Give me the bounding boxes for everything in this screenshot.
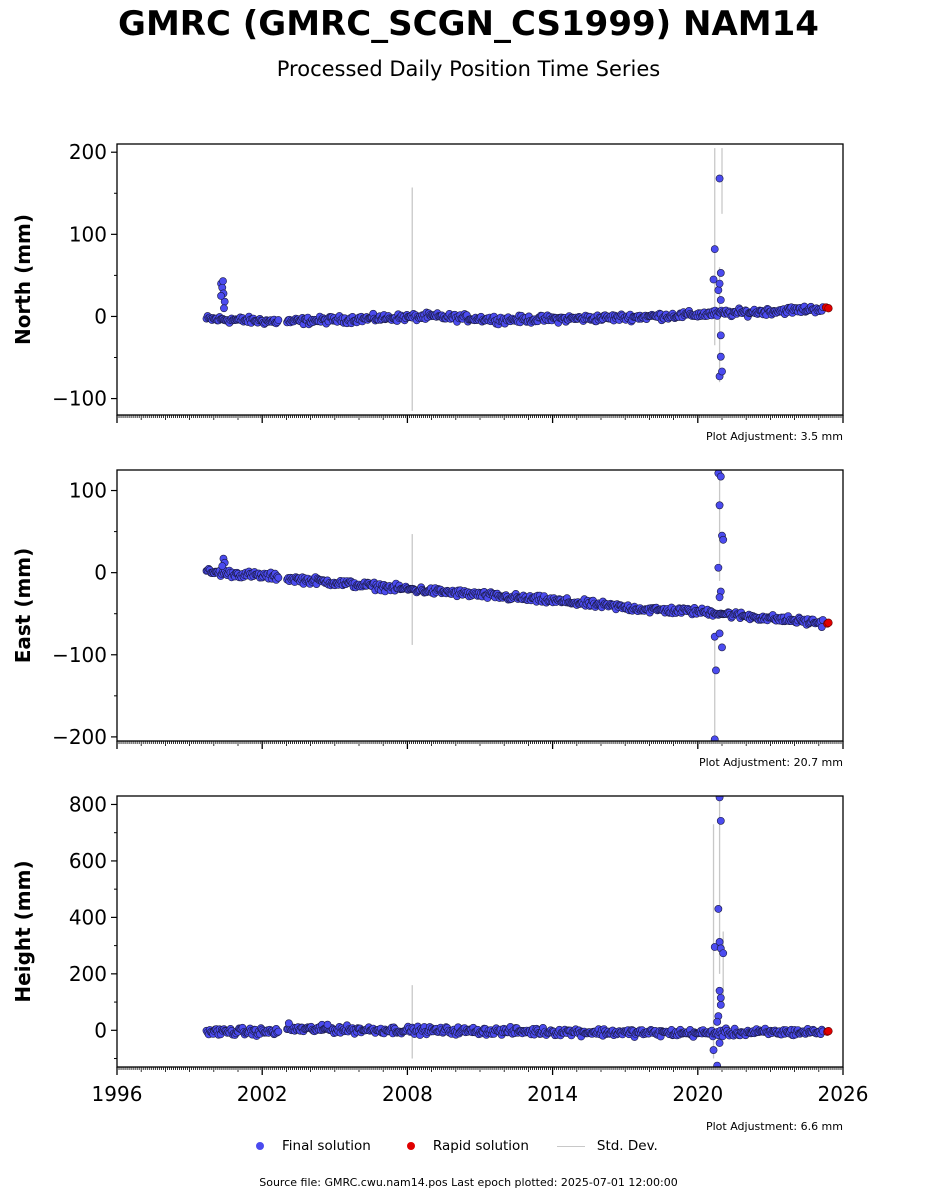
- final-point: [715, 1039, 724, 1047]
- source-footer: Source file: GMRC.cwu.nam14.pos Last epo…: [259, 1176, 678, 1189]
- final-point: [714, 563, 723, 572]
- final-point: [716, 269, 725, 277]
- panel-1: −200 −100 0 100 East (mm) Plot Adjustment: 20…: [11, 469, 844, 769]
- x-tick-label: 2020: [672, 1082, 723, 1106]
- final-point: [716, 296, 725, 304]
- legend-final-label: Final solution: [282, 1138, 371, 1154]
- y-tick-label: −100: [52, 643, 107, 667]
- final-point: [274, 316, 283, 324]
- final-point: [712, 666, 720, 675]
- rapid-point: [824, 618, 833, 627]
- legend-rapid-label: Rapid solution: [432, 1138, 529, 1154]
- rapid-point: [824, 304, 833, 313]
- plot-area-0: [202, 148, 833, 411]
- x-tick-label: 2008: [382, 1082, 433, 1106]
- final-point: [709, 275, 718, 284]
- std-line-icon: [556, 1145, 585, 1147]
- final-point: [715, 986, 724, 995]
- final-point: [716, 1000, 725, 1009]
- plot-area-1: [202, 470, 833, 741]
- final-point: [217, 292, 225, 300]
- final-point: [716, 816, 725, 825]
- panel-0: −100 0 100 200 North (mm) Plot Adjustment: 3.…: [11, 140, 844, 443]
- final-point: [715, 593, 724, 602]
- rapid-point: [824, 1027, 833, 1036]
- rapid-marker-icon: [406, 1142, 415, 1150]
- final-point: [719, 949, 728, 958]
- legend-std: Std. Dev.: [556, 1138, 658, 1154]
- y-tick-label: 600: [69, 849, 107, 873]
- final-point: [716, 352, 725, 361]
- x-tick-label: 2026: [818, 1082, 869, 1106]
- final-point: [715, 501, 724, 510]
- final-point: [219, 277, 227, 286]
- final-point: [714, 286, 723, 295]
- final-point: [716, 331, 725, 340]
- chart-subtitle: Processed Daily Position Time Series: [276, 57, 661, 81]
- panel-2: 0 200 400 600 800 1996 2002 2008 2014 2020 2026 Hei…: [11, 792, 868, 1133]
- final-point: [714, 905, 723, 913]
- final-point: [719, 535, 728, 544]
- plot-adjustment-label: Plot Adjustment: 6.6 mm: [706, 1120, 843, 1133]
- final-point: [715, 796, 724, 802]
- final-point: [323, 1020, 332, 1029]
- y-tick-label: 0: [94, 1018, 107, 1042]
- final-point: [274, 1027, 283, 1036]
- final-point: [220, 304, 228, 313]
- final-point: [710, 245, 719, 254]
- final-point: [218, 562, 227, 570]
- final-point: [713, 1017, 722, 1026]
- plot-frame: [116, 469, 844, 742]
- final-point: [715, 174, 724, 183]
- plot-area-2: [202, 796, 833, 1067]
- y-tick-label: −200: [52, 725, 107, 749]
- y-tick-label: −100: [52, 387, 107, 411]
- y-tick-label: 100: [69, 222, 107, 246]
- final-point: [716, 472, 725, 481]
- y-tick-label: 200: [69, 962, 107, 986]
- x-tick-label: 2014: [527, 1082, 578, 1106]
- plot-adjustment-label: Plot Adjustment: 3.5 mm: [706, 430, 843, 443]
- y-tick-label: 0: [94, 561, 107, 585]
- final-point: [713, 1061, 722, 1067]
- y-tick-label: 800: [69, 792, 107, 816]
- x-tick-label: 2002: [237, 1082, 288, 1106]
- final-marker-icon: [256, 1142, 264, 1150]
- final-point: [715, 629, 724, 638]
- plot-adjustment-label: Plot Adjustment: 20.7 mm: [699, 756, 843, 769]
- y-tick-label: 100: [69, 479, 107, 503]
- y-tick-label: 0: [94, 304, 107, 328]
- final-point: [715, 279, 724, 288]
- final-point: [718, 643, 726, 652]
- y-axis-label: North (mm): [11, 214, 35, 345]
- legend: Final solution Rapid solution Std. Dev.: [248, 1138, 686, 1154]
- final-point: [709, 1046, 718, 1054]
- y-tick-label: 400: [69, 905, 107, 929]
- legend-std-label: Std. Dev.: [596, 1138, 658, 1154]
- final-point: [716, 993, 725, 1002]
- final-point: [718, 367, 726, 376]
- legend-final: Final solution: [248, 1138, 371, 1154]
- final-point: [274, 573, 283, 582]
- legend-rapid: Rapid solution: [399, 1138, 529, 1154]
- chart-title: GMRC (GMRC_SCGN_CS1999) NAM14: [118, 4, 819, 44]
- y-axis-label: Height (mm): [11, 860, 35, 1002]
- final-point: [715, 938, 724, 946]
- final-point: [710, 735, 719, 741]
- y-tick-label: 200: [69, 140, 107, 164]
- x-tick-label: 1996: [92, 1082, 143, 1106]
- y-axis-label: East (mm): [11, 548, 35, 664]
- final-point: [284, 1019, 293, 1028]
